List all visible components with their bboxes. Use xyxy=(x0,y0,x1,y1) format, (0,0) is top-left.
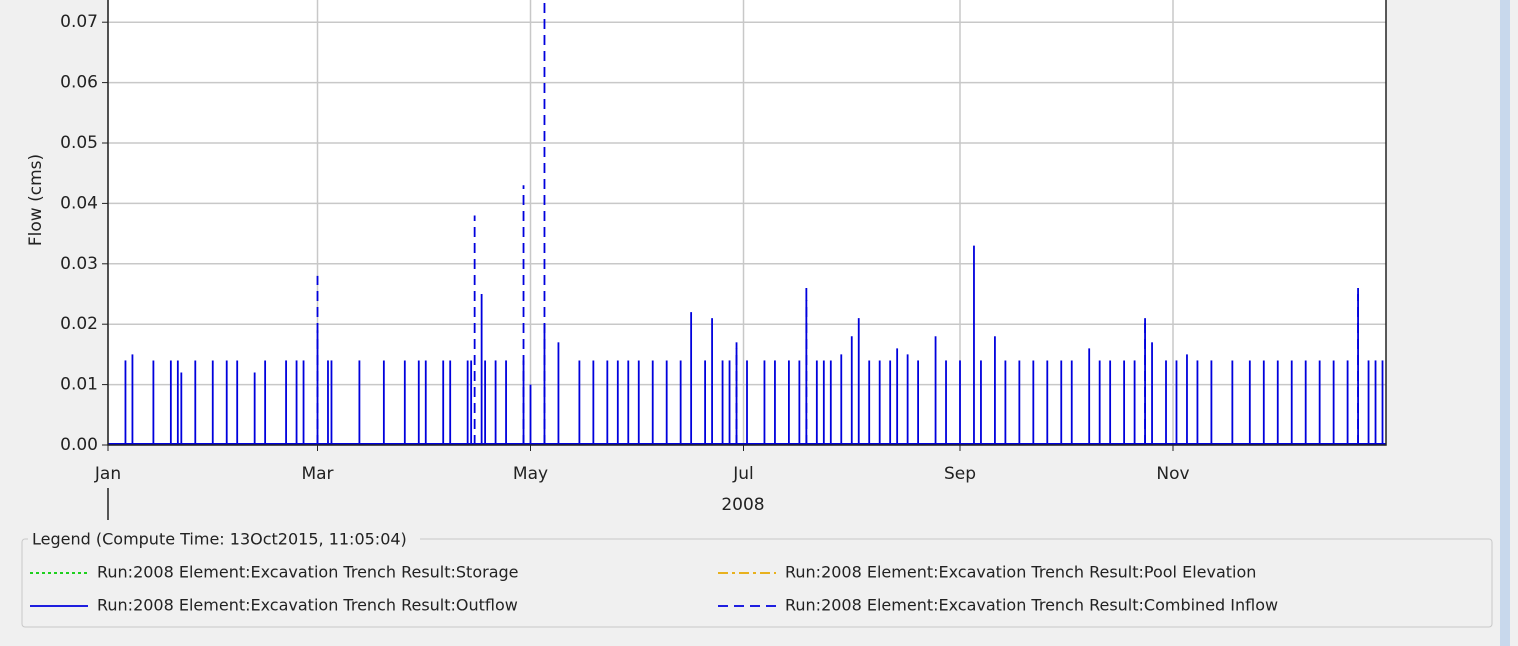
legend-label: Run:2008 Element:Excavation Trench Resul… xyxy=(97,563,519,582)
y-tick-label: 0.04 xyxy=(60,193,98,213)
y-tick-label: 0.02 xyxy=(60,314,98,334)
x-tick-label: Sep xyxy=(944,464,976,484)
legend-title-bg xyxy=(28,529,420,549)
legend-label: Run:2008 Element:Excavation Trench Resul… xyxy=(785,596,1278,615)
y-tick-label: 0.01 xyxy=(60,375,98,395)
x-tick-label: Mar xyxy=(301,464,333,484)
y-tick-label: 0.05 xyxy=(60,133,98,153)
legend-box xyxy=(21,538,1493,628)
plot-frame xyxy=(107,0,1387,446)
y-axis-label: Flow (cms) xyxy=(26,154,46,246)
x-tick-label: Jul xyxy=(732,464,754,484)
legend-title: Legend (Compute Time: 13Oct2015, 11:05:0… xyxy=(32,530,407,549)
marks xyxy=(108,0,1386,445)
x-axis-label: 2008 xyxy=(721,495,764,515)
x-tick-label: Nov xyxy=(1156,464,1189,484)
window-border xyxy=(1500,0,1510,646)
axes: 0.00 0.01 0.02 0.03 0.04 0.05 0.06 0.07 Jan Mar Ma… xyxy=(60,0,1387,484)
y-tick-label: 0.03 xyxy=(60,254,98,274)
y-tick-label: 0.07 xyxy=(60,12,98,32)
y-tick-label: 0.00 xyxy=(60,435,98,455)
legend-label: Run:2008 Element:Excavation Trench Resul… xyxy=(97,596,518,615)
x-tick-label: May xyxy=(513,464,548,484)
x-tick-label: Jan xyxy=(94,464,121,484)
y-tick-label: 0.06 xyxy=(60,73,98,93)
legend-label: Run:2008 Element:Excavation Trench Resul… xyxy=(785,563,1256,582)
